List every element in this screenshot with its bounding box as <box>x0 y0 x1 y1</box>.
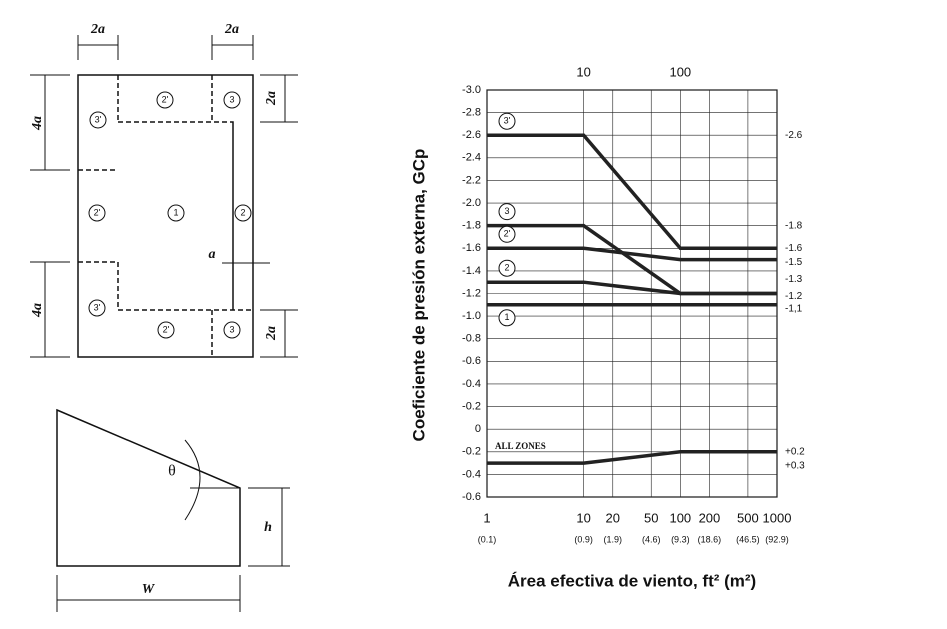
series-label: ALL ZONES <box>495 441 546 451</box>
y-tick-label: -0.4 <box>462 378 481 390</box>
x-axis-label: Área efectiva de viento, ft² (m²) <box>508 571 756 590</box>
section-dimensions <box>56 439 290 612</box>
zone-circle <box>223 321 241 339</box>
x-tick-sublabel: (0.9) <box>574 534 593 544</box>
zone-label: 3' <box>95 114 102 124</box>
dimension-label: a <box>209 247 216 262</box>
zone-circle <box>89 111 107 129</box>
zone-circle <box>167 204 185 222</box>
y-tick-label: -1.4 <box>462 265 481 277</box>
zone-circle <box>156 91 174 109</box>
roof-outline <box>77 74 254 358</box>
x-tick-label: 10 <box>576 510 590 525</box>
section-diagram <box>56 408 290 612</box>
zone-label: 3' <box>94 302 101 312</box>
zone-circle <box>234 204 252 222</box>
x-tick-sublabel: (4.6) <box>642 534 661 544</box>
x-tick-sublabel: (92.9) <box>765 534 789 544</box>
dimension-label: h <box>264 520 272 535</box>
x-tick-label: 20 <box>606 510 620 525</box>
x-tick-label: 100 <box>669 510 691 525</box>
y-tick-label: -1.0 <box>462 310 481 322</box>
series-label: 2 <box>504 263 509 273</box>
series-label: 3 <box>504 206 509 216</box>
y-tick-label: -1.2 <box>462 287 481 299</box>
zone-label: 2' <box>94 207 101 217</box>
roof-section <box>56 408 241 567</box>
x-tick-label: 50 <box>644 510 658 525</box>
x-tick-label: 1 <box>483 510 490 525</box>
x-tick-label: 500 <box>737 510 759 525</box>
y-tick-label: -1.8 <box>462 220 481 232</box>
zone-circle <box>223 91 241 109</box>
right-value-label: -2.6 <box>785 130 803 141</box>
plan-diagram <box>30 35 298 358</box>
series-label: 2' <box>504 229 511 239</box>
y-tick-label: -2.8 <box>462 107 481 119</box>
series-label-circle <box>498 203 516 221</box>
y-tick-label: -0.8 <box>462 333 481 345</box>
zone-label: 1 <box>173 207 178 217</box>
x-tick-label: 1000 <box>763 510 792 525</box>
zone-circle <box>88 204 106 222</box>
zone-boundaries <box>78 75 253 357</box>
zone-circle <box>157 321 175 339</box>
dimension-label: 2a <box>264 91 279 106</box>
series-label: 3' <box>504 116 511 126</box>
right-value-label: -1.2 <box>785 291 803 302</box>
angle-label: θ <box>168 463 176 480</box>
series-label-circle <box>498 225 516 243</box>
x-tick-sublabel: (1.9) <box>604 534 623 544</box>
dimension-label: 4a <box>30 303 45 318</box>
y-tick-label: -2.0 <box>462 197 481 209</box>
right-value-label: -1.8 <box>785 220 803 231</box>
dimension-label: 2a <box>90 22 105 37</box>
y-tick-label: -2.6 <box>462 129 481 141</box>
top-tick-label: 100 <box>669 64 691 79</box>
x-tick-sublabel: (0.1) <box>478 534 497 544</box>
dimension-label: 2a <box>264 326 279 341</box>
dimension-label: W <box>142 582 156 597</box>
right-value-label: -1.3 <box>785 274 803 285</box>
zone-label: 2' <box>162 94 169 104</box>
series-line <box>487 133 777 251</box>
right-value-label: -1,1 <box>785 303 803 314</box>
y-tick-label: -2.4 <box>462 152 481 164</box>
x-tick-sublabel: (46.5) <box>736 534 760 544</box>
series-label-circle <box>498 309 516 327</box>
dimension-label: 4a <box>30 116 45 131</box>
y-tick-label: 0 <box>475 423 481 435</box>
y-tick-label: -0.2 <box>462 446 481 458</box>
zone-label: 3 <box>229 94 234 104</box>
series-label-circle <box>498 259 516 277</box>
zone-label: 2' <box>163 324 170 334</box>
y-tick-label: -0.4 <box>462 468 481 480</box>
zone-label: 2 <box>240 207 245 217</box>
series-line <box>487 450 777 465</box>
series-label: 1 <box>504 312 509 322</box>
zone-circle <box>88 299 106 317</box>
y-tick-label: -2.2 <box>462 174 481 186</box>
zone-label: 3 <box>229 324 234 334</box>
series-line <box>487 246 777 262</box>
right-value-label: -1.6 <box>785 243 803 254</box>
series-label-circle <box>498 112 516 130</box>
series-line <box>487 280 777 296</box>
y-tick-label: -0.2 <box>462 400 481 412</box>
right-value-label: +0.3 <box>785 461 805 472</box>
x-tick-label: 200 <box>699 510 721 525</box>
y-tick-label: -3.0 <box>462 84 481 96</box>
y-tick-label: -1.6 <box>462 242 481 254</box>
right-value-label: +0.2 <box>785 446 805 457</box>
dimension-lines <box>30 35 298 358</box>
x-tick-sublabel: (18.6) <box>698 534 722 544</box>
x-tick-sublabel: (9.3) <box>671 534 690 544</box>
top-tick-label: 10 <box>576 64 590 79</box>
right-value-label: -1.5 <box>785 257 803 268</box>
y-tick-label: -0.6 <box>462 491 481 503</box>
y-tick-label: -0.6 <box>462 355 481 367</box>
dimension-label: 2a <box>224 22 239 37</box>
y-axis-label: Coeficiente de presión externa, GCp <box>409 149 428 442</box>
